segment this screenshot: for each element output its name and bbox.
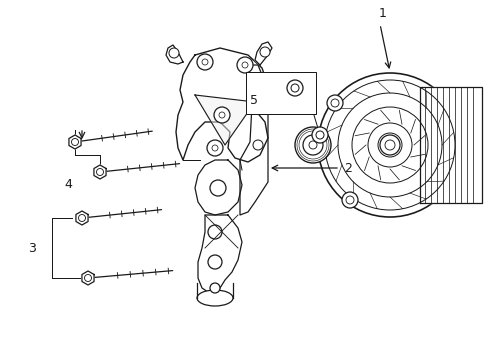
Circle shape [202,59,207,65]
Polygon shape [195,160,242,215]
Circle shape [315,131,324,139]
Circle shape [237,57,252,73]
Polygon shape [176,48,267,162]
Polygon shape [165,45,183,64]
Circle shape [212,145,218,151]
Polygon shape [419,87,481,203]
Circle shape [214,107,229,123]
Circle shape [308,141,316,149]
Circle shape [209,283,220,293]
Circle shape [260,47,269,57]
FancyBboxPatch shape [245,72,315,114]
Text: 2: 2 [343,162,351,175]
Circle shape [242,62,247,68]
Polygon shape [69,135,81,149]
Circle shape [311,127,327,143]
Circle shape [252,140,263,150]
Circle shape [286,80,303,96]
Polygon shape [94,165,106,179]
Circle shape [207,255,222,269]
Polygon shape [195,95,254,145]
Circle shape [206,140,223,156]
Circle shape [379,135,399,155]
Polygon shape [198,215,242,292]
Circle shape [252,100,263,110]
Circle shape [294,127,330,163]
Polygon shape [82,271,94,285]
Circle shape [330,99,338,107]
Circle shape [219,112,224,118]
Circle shape [326,95,342,111]
Text: 1: 1 [378,7,386,20]
Polygon shape [240,65,267,215]
Circle shape [317,73,461,217]
Circle shape [303,135,323,155]
Circle shape [207,225,222,239]
Text: 4: 4 [64,178,72,191]
Ellipse shape [197,290,232,306]
Circle shape [197,54,213,70]
Circle shape [290,84,298,92]
Circle shape [341,192,357,208]
Circle shape [384,140,394,150]
Text: 3: 3 [28,242,36,255]
Circle shape [209,180,225,196]
Polygon shape [76,211,88,225]
Text: 5: 5 [249,94,258,107]
Polygon shape [254,42,271,65]
Circle shape [169,48,179,58]
Circle shape [346,196,353,204]
